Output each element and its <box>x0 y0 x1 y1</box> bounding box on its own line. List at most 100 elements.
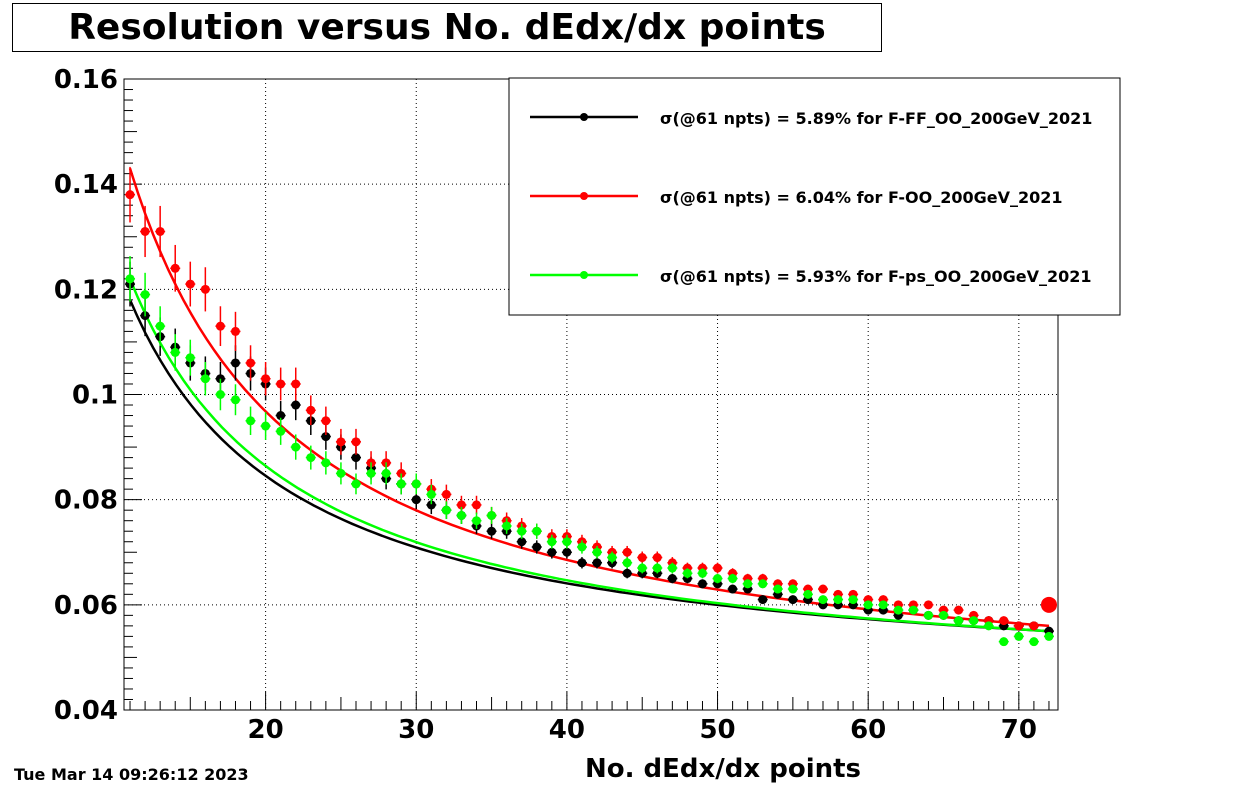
data-point <box>848 595 858 605</box>
legend-entry: σ(@61 npts) = 5.89% for F-FF_OO_200GeV_2… <box>530 109 1092 128</box>
data-point <box>246 416 256 426</box>
data-point <box>426 489 436 499</box>
data-point <box>517 526 527 536</box>
data-point <box>652 563 662 573</box>
data-point <box>230 358 240 368</box>
data-point <box>667 574 677 584</box>
data-point <box>441 489 451 499</box>
data-point <box>291 442 301 452</box>
data-point <box>125 190 135 200</box>
data-point <box>954 616 964 626</box>
chart-title: Resolution versus No. dEdx/dx points <box>68 7 826 48</box>
legend-label: σ(@61 npts) = 6.04% for F-OO_200GeV_2021 <box>660 188 1063 207</box>
data-point <box>351 453 361 463</box>
data-point <box>878 600 888 610</box>
data-point <box>1044 631 1054 641</box>
data-point <box>336 437 346 447</box>
data-point <box>456 500 466 510</box>
data-point <box>592 547 602 557</box>
data-point <box>140 226 150 236</box>
data-point <box>577 542 587 552</box>
data-point <box>682 568 692 578</box>
data-point <box>833 595 843 605</box>
data-point <box>336 468 346 478</box>
x-tick-label: 60 <box>850 715 886 745</box>
data-point <box>170 263 180 273</box>
data-point <box>547 537 557 547</box>
data-point <box>396 468 406 478</box>
legend-label: σ(@61 npts) = 5.93% for F-ps_OO_200GeV_2… <box>660 267 1092 286</box>
data-point <box>140 290 150 300</box>
data-point <box>321 458 331 468</box>
data-point <box>713 563 723 573</box>
data-point <box>351 479 361 489</box>
data-point <box>170 347 180 357</box>
data-point <box>713 574 723 584</box>
data-point <box>547 547 557 557</box>
data-point <box>502 521 512 531</box>
data-point <box>230 326 240 336</box>
data-point <box>562 537 572 547</box>
data-point <box>532 542 542 552</box>
data-point <box>215 390 225 399</box>
y-tick-label: 0.14 <box>54 170 118 200</box>
legend: σ(@61 npts) = 5.89% for F-FF_OO_200GeV_2… <box>508 77 1121 316</box>
data-point <box>818 584 828 594</box>
data-point <box>276 379 286 389</box>
data-point <box>441 505 451 515</box>
data-point <box>306 405 316 415</box>
data-point <box>954 605 964 615</box>
x-tick-label: 20 <box>248 715 284 745</box>
data-point <box>758 595 768 605</box>
data-point <box>487 510 497 520</box>
data-point <box>728 584 738 594</box>
data-points <box>125 166 1057 647</box>
data-point <box>622 547 632 557</box>
y-tick-label: 0.08 <box>54 486 118 516</box>
legend-marker <box>580 271 588 279</box>
data-point <box>1029 637 1039 647</box>
y-tick-label: 0.12 <box>54 275 118 305</box>
data-point <box>923 610 933 620</box>
legend-label: σ(@61 npts) = 5.89% for F-FF_OO_200GeV_2… <box>660 109 1092 128</box>
series-points <box>125 261 1054 636</box>
fit-curve <box>128 299 1050 633</box>
data-point <box>532 526 542 536</box>
data-point <box>562 547 572 557</box>
data-point <box>999 616 1009 626</box>
data-point <box>728 574 738 584</box>
data-point <box>1014 621 1024 631</box>
data-point <box>592 558 602 568</box>
data-point <box>969 616 979 626</box>
data-point <box>155 321 165 331</box>
y-tick-label: 0.16 <box>54 65 118 95</box>
data-point <box>125 274 135 284</box>
data-point <box>291 379 301 389</box>
data-point <box>758 579 768 589</box>
data-point <box>200 374 210 384</box>
series-points <box>125 166 1057 631</box>
data-point <box>984 621 994 631</box>
data-point <box>200 284 210 294</box>
legend-entry: σ(@61 npts) = 6.04% for F-OO_200GeV_2021 <box>530 188 1063 207</box>
data-point <box>426 500 436 510</box>
data-point <box>788 584 798 594</box>
y-tick-label: 0.06 <box>54 591 118 621</box>
data-point <box>396 479 406 489</box>
data-point <box>773 584 783 594</box>
data-point <box>1040 596 1057 613</box>
data-point <box>261 421 271 431</box>
data-point <box>652 553 662 563</box>
data-point <box>667 563 677 573</box>
data-point <box>366 468 376 478</box>
data-point <box>230 395 240 405</box>
data-point <box>381 468 391 478</box>
data-point <box>456 510 466 520</box>
data-point <box>246 358 256 368</box>
series-points <box>125 256 1054 647</box>
data-point <box>306 453 316 463</box>
x-tick-label: 30 <box>398 715 434 745</box>
data-point <box>472 500 482 510</box>
data-point <box>321 432 331 442</box>
y-tick-label: 0.04 <box>54 696 118 726</box>
